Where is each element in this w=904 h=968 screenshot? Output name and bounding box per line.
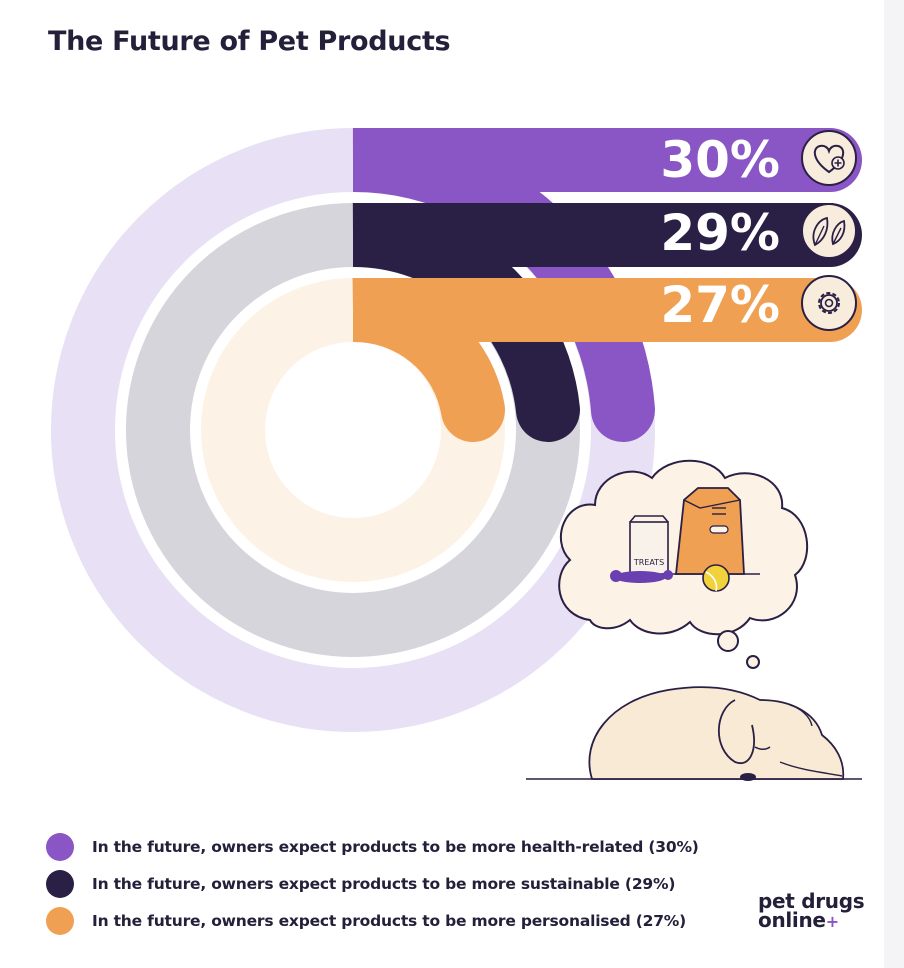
legend-dot-health [46, 832, 74, 861]
page-title: The Future of Pet Products [48, 26, 451, 57]
sleeping-dog-illustration [526, 686, 862, 781]
treats-bag-text: TREATS [633, 558, 664, 567]
leaves-icon [801, 203, 857, 259]
legend-label-health: In the future, owners expect products to… [92, 837, 699, 856]
track-separator-outer [117, 194, 589, 666]
gear-icon [801, 275, 857, 331]
data-label-sustainable: 29% [660, 204, 780, 262]
track-separator-inner [192, 269, 514, 591]
legend-dot-sustainable [46, 869, 74, 898]
legend-item-health: In the future, owners expect products to… [46, 828, 699, 865]
brand-logo: pet drugs online+ [758, 889, 865, 932]
data-label-health: 30% [660, 131, 780, 189]
thought-cloud-illustration: TREATS [558, 459, 809, 669]
page-edge-strip [884, 0, 904, 968]
logo-line-1: pet drugs [758, 889, 865, 913]
logo-line-2: online [758, 908, 826, 932]
legend-label-sustainable: In the future, owners expect products to… [92, 874, 676, 893]
legend-dot-personalised [46, 906, 74, 935]
legend-label-personalised: In the future, owners expect products to… [92, 911, 686, 930]
heart-plus-icon [801, 130, 857, 186]
data-label-personalised: 27% [660, 276, 780, 334]
legend-item-sustainable: In the future, owners expect products to… [46, 865, 699, 902]
bar-personalised [352, 278, 862, 442]
legend-item-personalised: In the future, owners expect products to… [46, 902, 699, 939]
chart-legend: In the future, owners expect products to… [46, 828, 699, 939]
logo-plus-mark: + [825, 912, 839, 931]
